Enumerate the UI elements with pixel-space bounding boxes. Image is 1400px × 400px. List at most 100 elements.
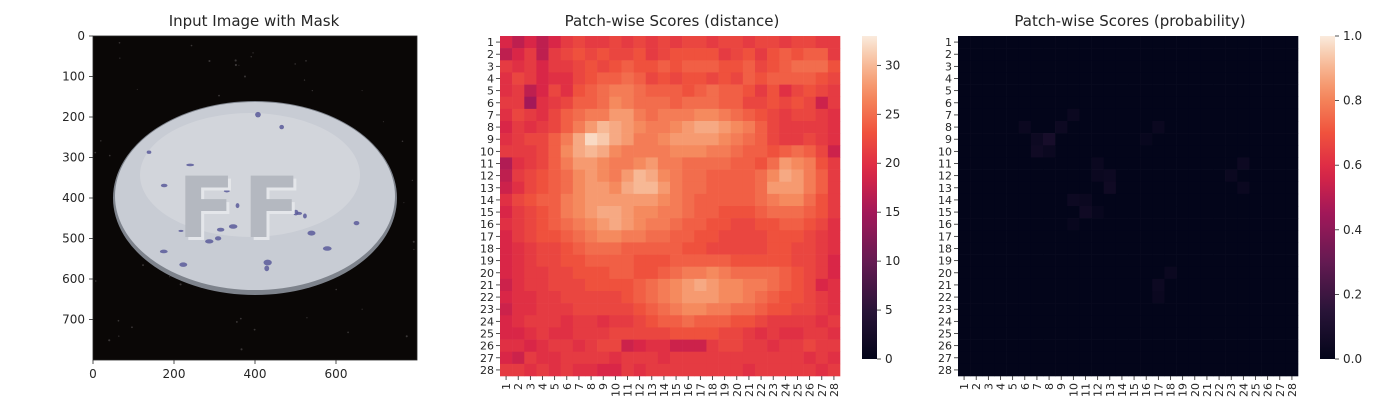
colorbar-tick-label: 20 xyxy=(885,156,900,170)
heatmap-cell xyxy=(1237,72,1250,85)
heatmap-cell xyxy=(1273,121,1287,134)
heatmap-cell xyxy=(815,36,829,49)
heatmap-cell xyxy=(1018,133,1032,146)
heatmap-cell xyxy=(1018,108,1032,122)
heatmap-cell xyxy=(548,193,562,207)
heatmap-cell xyxy=(548,218,562,231)
heatmap-cell xyxy=(718,278,732,292)
heatmap-cell xyxy=(982,303,995,316)
heatmap-cell xyxy=(1091,291,1105,304)
heatmap-cell xyxy=(609,339,622,353)
heatmap-x-tick-label: 19 xyxy=(1177,383,1190,397)
image-y-tick-label: 700 xyxy=(62,313,85,327)
heatmap-cell xyxy=(779,291,792,304)
heatmap-cell xyxy=(718,121,732,134)
heatmap-cell xyxy=(1213,291,1226,304)
heatmap-cell xyxy=(1200,327,1214,340)
heatmap-cell xyxy=(1261,181,1275,195)
heatmap-cell xyxy=(645,96,659,110)
heatmap-cell xyxy=(657,48,671,61)
heatmap-cell xyxy=(585,193,598,207)
heatmap-cell xyxy=(1115,303,1129,316)
heatmap-cell xyxy=(1006,242,1020,255)
heatmap-cell xyxy=(958,108,971,122)
heatmap-cell xyxy=(1006,351,1020,365)
heatmap-cell xyxy=(791,242,804,255)
heatmap-cell xyxy=(1285,339,1299,353)
heatmap-cell xyxy=(1067,121,1080,134)
heatmap-cell xyxy=(572,315,586,328)
heatmap-cell xyxy=(645,266,659,280)
heatmap-cell xyxy=(1018,206,1032,219)
heatmap-cell xyxy=(1079,315,1092,328)
heatmap-cell xyxy=(815,242,829,255)
heatmap-cell xyxy=(694,108,707,122)
image-y-tick-label: 500 xyxy=(62,232,85,246)
heatmap-cell xyxy=(755,133,768,146)
heatmap-cell xyxy=(1055,218,1068,231)
heatmap-cell xyxy=(1164,278,1177,292)
heatmap-cell xyxy=(1152,303,1165,316)
heatmap-cell xyxy=(779,206,792,219)
heatmap-cell xyxy=(609,327,622,340)
heatmap-cell xyxy=(694,266,707,280)
heatmap-cell xyxy=(1261,266,1275,280)
heatmap-cell xyxy=(767,84,780,98)
heatmap-cell xyxy=(767,60,780,73)
heatmap-cell xyxy=(815,303,829,316)
heatmap-cell xyxy=(767,157,780,170)
heatmap-cell xyxy=(815,157,829,170)
heatmap-cell xyxy=(1225,278,1238,292)
heatmap-cell xyxy=(742,218,756,231)
heatmap-cell xyxy=(548,351,562,365)
heatmap-x-tick-label: 21 xyxy=(1201,383,1214,397)
heatmap-cell xyxy=(1188,339,1202,353)
heatmap-cell xyxy=(970,206,983,219)
heatmap-cell xyxy=(767,193,780,207)
heatmap-cell xyxy=(994,218,1007,231)
heatmap-cell xyxy=(1164,169,1177,183)
heatmap-cell xyxy=(827,242,841,255)
heatmap-cell xyxy=(803,193,817,207)
heatmap-y-tick-label: 18 xyxy=(480,243,494,256)
heatmap-cell xyxy=(548,108,562,122)
heatmap-cell xyxy=(718,315,732,328)
heatmap-cell xyxy=(755,363,768,377)
heatmap-cell xyxy=(500,351,513,365)
heatmap-cell xyxy=(706,327,719,340)
heatmap-cell xyxy=(742,72,756,85)
heatmap-cell xyxy=(585,157,598,170)
heatmap-cell xyxy=(1237,133,1250,146)
heatmap-cell xyxy=(512,84,525,98)
heatmap-cell xyxy=(1030,303,1044,316)
heatmap-cell xyxy=(609,72,622,85)
heatmap-cell xyxy=(1164,218,1177,231)
heatmap-cell xyxy=(958,291,971,304)
heatmap-cell xyxy=(1140,339,1153,353)
heatmap-cell xyxy=(1115,266,1129,280)
heatmap-cell xyxy=(803,181,817,195)
heatmap-cell xyxy=(1164,291,1177,304)
heatmap-cell xyxy=(694,206,707,219)
heatmap-cell xyxy=(621,169,634,183)
heatmap-y-tick-label: 13 xyxy=(480,182,494,195)
heatmap-cell xyxy=(536,218,549,231)
heatmap-cell xyxy=(1128,315,1141,328)
heatmap-cell xyxy=(1261,108,1275,122)
heatmap-cell xyxy=(682,339,695,353)
heatmap-cell xyxy=(958,242,971,255)
heatmap-cell xyxy=(815,291,829,304)
heatmap-cell xyxy=(1091,96,1105,110)
heatmap-cell xyxy=(994,48,1007,61)
heatmap-cell xyxy=(779,303,792,316)
heatmap-cell xyxy=(1103,193,1117,207)
heatmap-cell xyxy=(1030,315,1044,328)
heatmap-cell xyxy=(958,351,971,365)
heatmap-cell xyxy=(645,169,659,183)
heatmap-cell xyxy=(1225,108,1238,122)
heatmap-cell xyxy=(1164,363,1177,377)
heatmap-cell xyxy=(1067,72,1080,85)
heatmap-cell xyxy=(1285,145,1299,158)
heatmap-cell xyxy=(1200,145,1214,158)
heatmap-cell xyxy=(958,169,971,183)
